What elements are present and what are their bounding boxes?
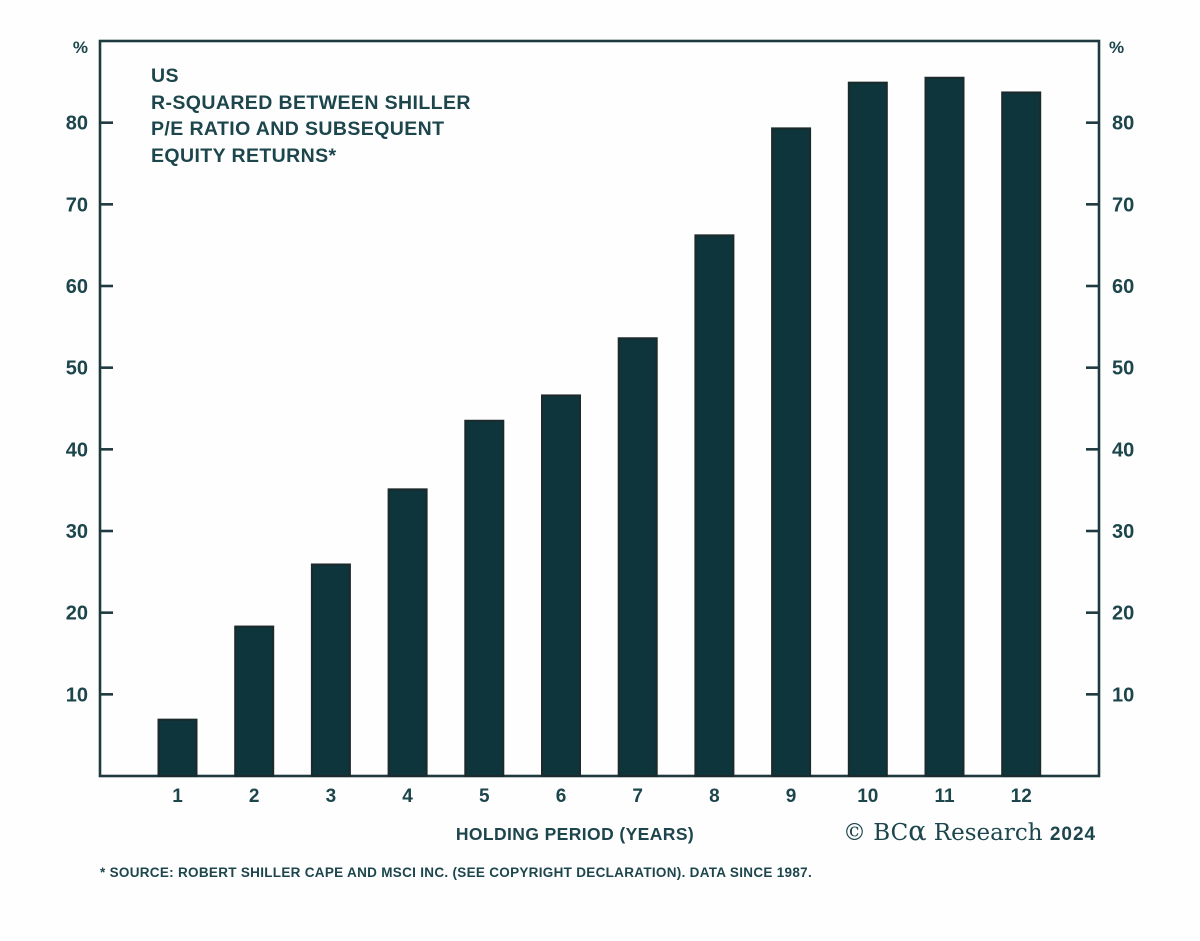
bca-research-logo: © BCα Research 2024 [843, 816, 1095, 847]
y-tick-label-right: 80 [1112, 113, 1134, 135]
bar-year-11 [924, 76, 965, 777]
bar-year-2 [234, 625, 275, 777]
y-tick-label-right: 10 [1112, 684, 1134, 706]
y-tick-label-left: 10 [66, 684, 88, 706]
x-tick-label: 10 [857, 786, 878, 807]
y-tick-label-right: 60 [1112, 276, 1134, 298]
y-tick-label-right: 40 [1112, 439, 1134, 461]
bar-year-4 [387, 488, 428, 777]
y-axis-unit-right: % [1109, 38, 1124, 57]
x-tick-label: 12 [1011, 786, 1032, 807]
bar-year-12 [1001, 91, 1042, 777]
x-tick-label: 5 [479, 786, 490, 807]
x-tick-label: 1 [172, 786, 183, 807]
x-tick-label: 6 [556, 786, 567, 807]
bar-year-10 [847, 81, 888, 777]
bar-year-7 [617, 337, 658, 777]
chart-title-line-4: EQUITY RETURNS* [151, 144, 337, 167]
bar-year-6 [541, 394, 581, 777]
chart-title: US R-SQUARED BETWEEN SHILLER P/E RATIO A… [151, 63, 471, 169]
chart-title-line-2: R-SQUARED BETWEEN SHILLER [151, 91, 471, 114]
y-tick-label-right: 20 [1112, 603, 1134, 625]
bar-year-5 [464, 419, 505, 777]
y-axis-unit-left: % [73, 38, 88, 57]
y-tick-label-left: 40 [66, 439, 88, 461]
source-footnote: * SOURCE: ROBERT SHILLER CAPE AND MSCI I… [100, 865, 813, 880]
chart-title-line-3: P/E RATIO AND SUBSEQUENT [151, 118, 445, 140]
x-tick-label: 3 [326, 786, 337, 807]
x-tick-label: 2 [249, 786, 260, 807]
logo-brand-suffix: Research [926, 820, 1050, 846]
x-tick-label: 7 [632, 786, 643, 807]
x-tick-label: 8 [709, 786, 720, 807]
x-tick-label: 4 [402, 786, 413, 807]
y-tick-label-left: 60 [66, 276, 88, 298]
y-tick-label-left: 70 [66, 194, 88, 216]
y-tick-label-left: 80 [66, 113, 88, 135]
chart-title-line-1: US [151, 65, 179, 87]
y-tick-label-left: 30 [66, 521, 88, 543]
y-tick-label-left: 50 [66, 358, 88, 380]
plot-border [98, 39, 1101, 778]
logo-alpha-glyph: α [908, 816, 927, 847]
bar-year-3 [310, 563, 351, 777]
logo-year: 2024 [1049, 824, 1097, 845]
x-tick-label: 11 [934, 786, 955, 807]
bar-year-1 [157, 718, 198, 778]
y-tick-label-right: 30 [1112, 521, 1134, 543]
y-tick-label-right: 50 [1112, 358, 1134, 380]
bar-year-8 [694, 234, 735, 778]
y-tick-label-left: 20 [66, 603, 88, 625]
bar-year-9 [771, 127, 812, 777]
x-axis-title: HOLDING PERIOD (YEARS) [455, 824, 695, 844]
y-tick-label-right: 70 [1112, 194, 1134, 216]
x-tick-label: 9 [786, 786, 797, 807]
logo-copyright-prefix: © BC [843, 820, 909, 846]
